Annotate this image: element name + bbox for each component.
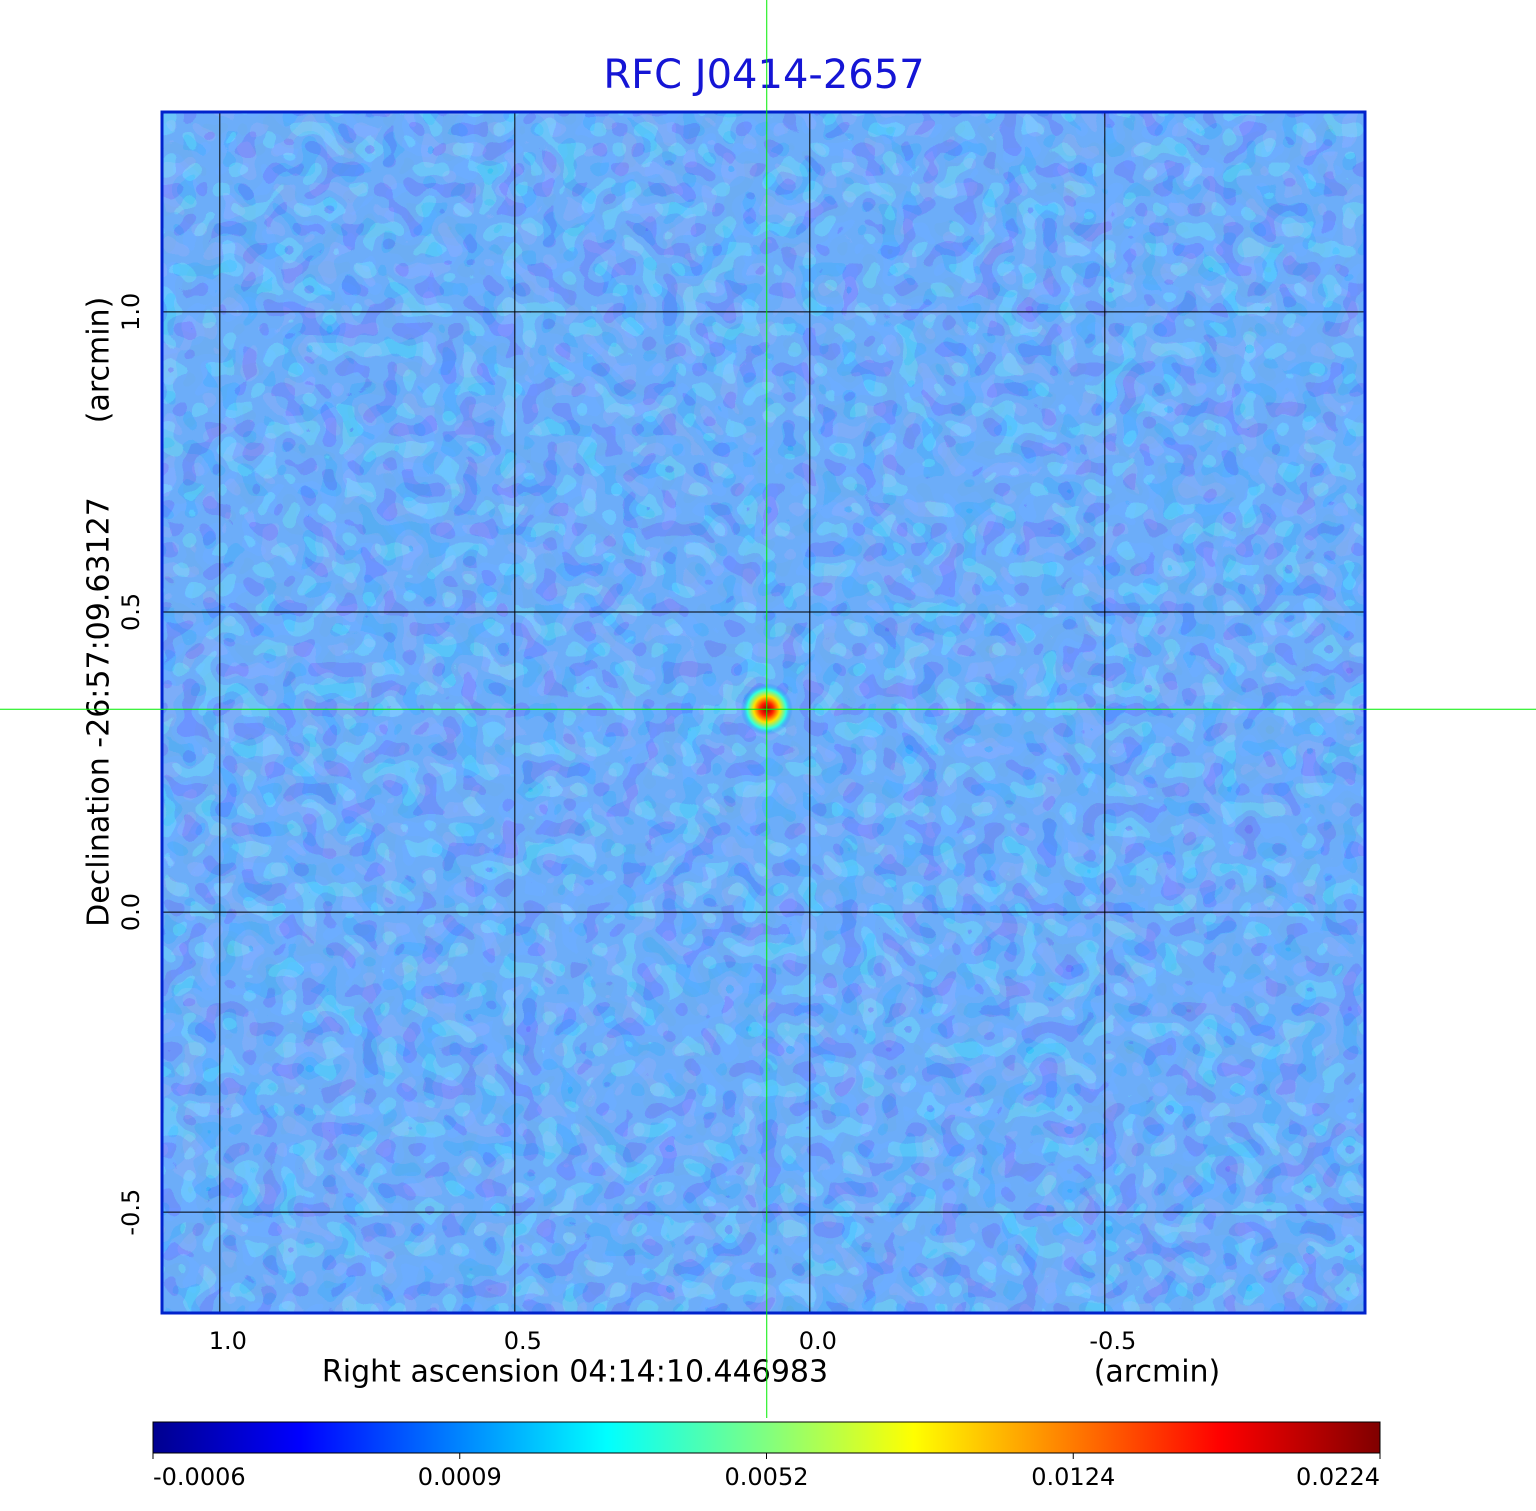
y-tick-label: 0.0 [117,893,145,931]
chart-title: RFC J0414-2657 [603,52,924,98]
x-tick-label: 1.0 [209,1327,247,1355]
y-tick-label: 0.5 [117,593,145,631]
colorbar-tick-label: -0.0006 [153,1463,246,1491]
y-axis-label: Declination -26:57:09.63127 [82,497,117,927]
x-axis-unit: (arcmin) [1094,1355,1221,1390]
colorbar-tick-label: 0.0009 [418,1463,502,1491]
y-tick-label: -0.5 [117,1189,145,1236]
x-tick-label: 0.5 [504,1327,542,1355]
colorbar [152,1421,1381,1454]
x-axis-label: Right ascension 04:14:10.446983 [322,1355,828,1390]
colorbar-tick-label: 0.0124 [1031,1463,1115,1491]
colorbar-tick-label: 0.0224 [1296,1463,1380,1491]
x-tick-label: -0.5 [1089,1327,1136,1355]
y-tick-label: 1.0 [117,293,145,331]
y-axis-unit: (arcmin) [82,297,117,424]
x-tick-label: 0.0 [799,1327,837,1355]
colorbar-tick-label: 0.0052 [725,1463,809,1491]
plot-frame [160,110,1367,1315]
